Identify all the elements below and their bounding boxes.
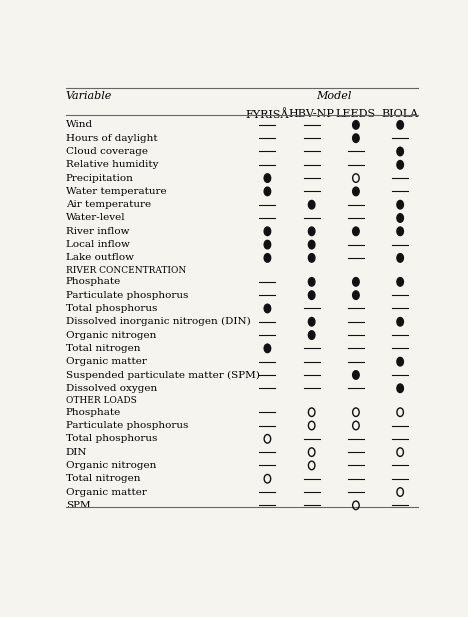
Text: RIVER CONCENTRATION: RIVER CONCENTRATION [66, 266, 186, 275]
Text: Hours of daylight: Hours of daylight [66, 134, 157, 143]
Circle shape [397, 384, 403, 392]
Circle shape [264, 241, 271, 249]
Text: SPM: SPM [66, 501, 90, 510]
Text: Organic nitrogen: Organic nitrogen [66, 331, 156, 339]
Text: HBV-NP: HBV-NP [289, 109, 335, 118]
Text: LEEDS: LEEDS [336, 109, 376, 118]
Circle shape [308, 318, 315, 326]
Text: Total nitrogen: Total nitrogen [66, 344, 140, 353]
Text: Model: Model [316, 91, 351, 101]
Text: Total nitrogen: Total nitrogen [66, 474, 140, 483]
Text: Variable: Variable [66, 91, 112, 101]
Circle shape [264, 187, 271, 196]
Circle shape [308, 201, 315, 209]
Text: Precipitation: Precipitation [66, 173, 134, 183]
Text: Organic nitrogen: Organic nitrogen [66, 461, 156, 470]
Text: Relative humidity: Relative humidity [66, 160, 158, 169]
Circle shape [353, 371, 359, 379]
Circle shape [308, 254, 315, 262]
Text: Organic matter: Organic matter [66, 487, 146, 497]
Text: Wind: Wind [66, 120, 93, 130]
Text: Phosphate: Phosphate [66, 278, 121, 286]
Circle shape [264, 227, 271, 236]
Text: Lake outflow: Lake outflow [66, 254, 134, 262]
Circle shape [308, 291, 315, 299]
Circle shape [308, 331, 315, 339]
Circle shape [397, 120, 403, 129]
Circle shape [397, 160, 403, 169]
Text: Suspended particulate matter (SPM): Suspended particulate matter (SPM) [66, 370, 260, 379]
Text: Dissolved oxygen: Dissolved oxygen [66, 384, 157, 393]
Circle shape [397, 201, 403, 209]
Circle shape [397, 227, 403, 236]
Circle shape [308, 278, 315, 286]
Circle shape [353, 291, 359, 299]
Circle shape [397, 278, 403, 286]
Text: OTHER LOADS: OTHER LOADS [66, 396, 137, 405]
Circle shape [353, 227, 359, 236]
Circle shape [353, 278, 359, 286]
Circle shape [397, 254, 403, 262]
Text: Dissolved inorganic nitrogen (DIN): Dissolved inorganic nitrogen (DIN) [66, 317, 250, 326]
Text: BIOLA: BIOLA [381, 109, 419, 118]
Text: Organic matter: Organic matter [66, 357, 146, 366]
Text: FYRISÅ: FYRISÅ [246, 109, 289, 120]
Circle shape [264, 254, 271, 262]
Circle shape [397, 213, 403, 222]
Text: River inflow: River inflow [66, 227, 129, 236]
Text: Water-level: Water-level [66, 213, 125, 223]
Circle shape [397, 147, 403, 155]
Text: Total phosphorus: Total phosphorus [66, 304, 157, 313]
Text: Cloud coverage: Cloud coverage [66, 147, 148, 156]
Circle shape [353, 187, 359, 196]
Circle shape [397, 357, 403, 366]
Circle shape [264, 304, 271, 313]
Text: Total phosphorus: Total phosphorus [66, 434, 157, 443]
Text: Particulate phosphorus: Particulate phosphorus [66, 291, 188, 300]
Circle shape [264, 174, 271, 183]
Text: Water temperature: Water temperature [66, 187, 167, 196]
Text: DIN: DIN [66, 447, 87, 457]
Circle shape [397, 318, 403, 326]
Circle shape [308, 241, 315, 249]
Text: Air temperature: Air temperature [66, 200, 151, 209]
Circle shape [353, 134, 359, 143]
Text: Particulate phosphorus: Particulate phosphorus [66, 421, 188, 430]
Text: Phosphate: Phosphate [66, 408, 121, 416]
Circle shape [308, 227, 315, 236]
Text: Local inflow: Local inflow [66, 240, 130, 249]
Circle shape [353, 120, 359, 129]
Circle shape [264, 344, 271, 353]
